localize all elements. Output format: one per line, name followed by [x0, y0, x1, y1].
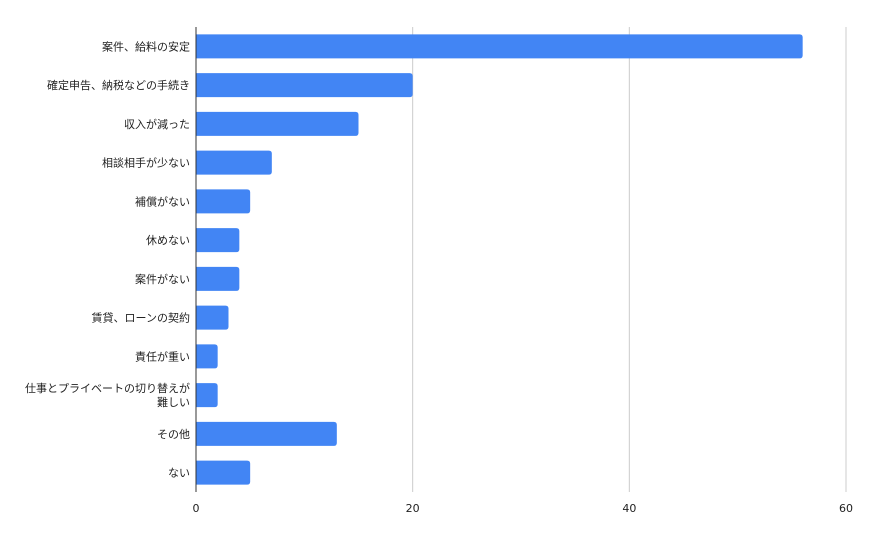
grid-lines: [412, 27, 847, 492]
category-label: 責任が重い: [135, 349, 190, 363]
category-label: 案件がない: [135, 272, 190, 286]
bar: [196, 460, 251, 485]
bar: [196, 111, 359, 136]
category-label: 仕事とプライベートの切り替えが難しい: [25, 381, 190, 409]
bar: [196, 383, 218, 408]
bar: [196, 34, 803, 59]
category-label: 収入が減った: [124, 117, 190, 131]
category-label: 賃貸、ローンの契約: [92, 311, 190, 325]
category-label: 確定申告、納税などの手続き: [47, 78, 190, 92]
category-label: ない: [168, 467, 190, 480]
category-label: 補償がない: [135, 194, 190, 208]
x-tick-label: 0: [193, 502, 200, 515]
x-tick-label: 60: [839, 502, 853, 515]
category-label: 休めない: [146, 234, 190, 247]
category-label: 案件、給料の安定: [102, 39, 190, 53]
x-tick-label: 20: [406, 502, 420, 515]
bar: [196, 189, 251, 214]
bar: [196, 266, 240, 291]
bar: [196, 421, 337, 446]
category-label: その他: [157, 428, 190, 441]
category-labels: 案件、給料の安定確定申告、納税などの手続き収入が減った相談相手が少ない補償がない…: [25, 39, 190, 479]
bar: [196, 305, 229, 330]
bar: [196, 73, 413, 98]
category-label: 相談相手が少ない: [102, 156, 190, 170]
x-tick-labels: 0 20 40 60: [193, 502, 854, 515]
bar: [196, 150, 272, 175]
x-tick-label: 40: [622, 502, 636, 515]
bar: [196, 228, 240, 253]
bar: [196, 344, 218, 369]
bars: [196, 34, 803, 485]
